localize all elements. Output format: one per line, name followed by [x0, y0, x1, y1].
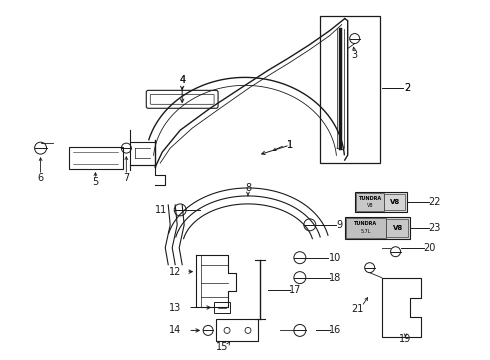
Text: 13: 13 — [169, 302, 181, 312]
FancyBboxPatch shape — [147, 90, 218, 108]
Text: 15: 15 — [216, 342, 228, 352]
Text: 2: 2 — [404, 84, 411, 93]
Text: 23: 23 — [428, 223, 441, 233]
Text: TUNDRA: TUNDRA — [359, 197, 382, 202]
Text: 14: 14 — [169, 325, 181, 336]
Text: 2: 2 — [404, 84, 411, 93]
Text: 9: 9 — [337, 220, 343, 230]
Text: 8: 8 — [245, 183, 251, 193]
Bar — [355, 192, 407, 212]
Text: V8: V8 — [390, 199, 400, 205]
Text: 4: 4 — [179, 75, 185, 85]
Text: TUNDRA: TUNDRA — [354, 221, 377, 226]
Bar — [356, 193, 384, 211]
Text: V8: V8 — [393, 225, 403, 231]
Text: 11: 11 — [155, 205, 168, 215]
Bar — [214, 302, 230, 314]
Text: 17: 17 — [289, 284, 301, 294]
Text: 19: 19 — [399, 334, 412, 345]
Text: 6: 6 — [38, 173, 44, 183]
Text: 5: 5 — [92, 177, 98, 187]
Text: 21: 21 — [351, 305, 364, 315]
Text: 5.7L: 5.7L — [360, 229, 371, 234]
Text: V8: V8 — [367, 203, 373, 208]
Text: 1: 1 — [287, 140, 293, 150]
Text: 16: 16 — [329, 325, 341, 336]
Text: 4: 4 — [179, 75, 185, 85]
Bar — [345, 217, 410, 239]
Text: 1: 1 — [287, 140, 293, 150]
Bar — [216, 319, 258, 341]
Text: 22: 22 — [428, 197, 441, 207]
Text: 18: 18 — [329, 273, 341, 283]
Bar — [384, 194, 405, 210]
Bar — [320, 15, 380, 163]
Text: 20: 20 — [423, 243, 436, 253]
Text: 7: 7 — [123, 173, 129, 183]
Text: 10: 10 — [329, 253, 341, 263]
Text: 12: 12 — [169, 267, 181, 276]
Bar — [346, 218, 386, 238]
FancyBboxPatch shape — [150, 94, 214, 104]
Text: 3: 3 — [352, 50, 358, 60]
Bar — [386, 219, 408, 237]
Bar — [69, 147, 123, 169]
